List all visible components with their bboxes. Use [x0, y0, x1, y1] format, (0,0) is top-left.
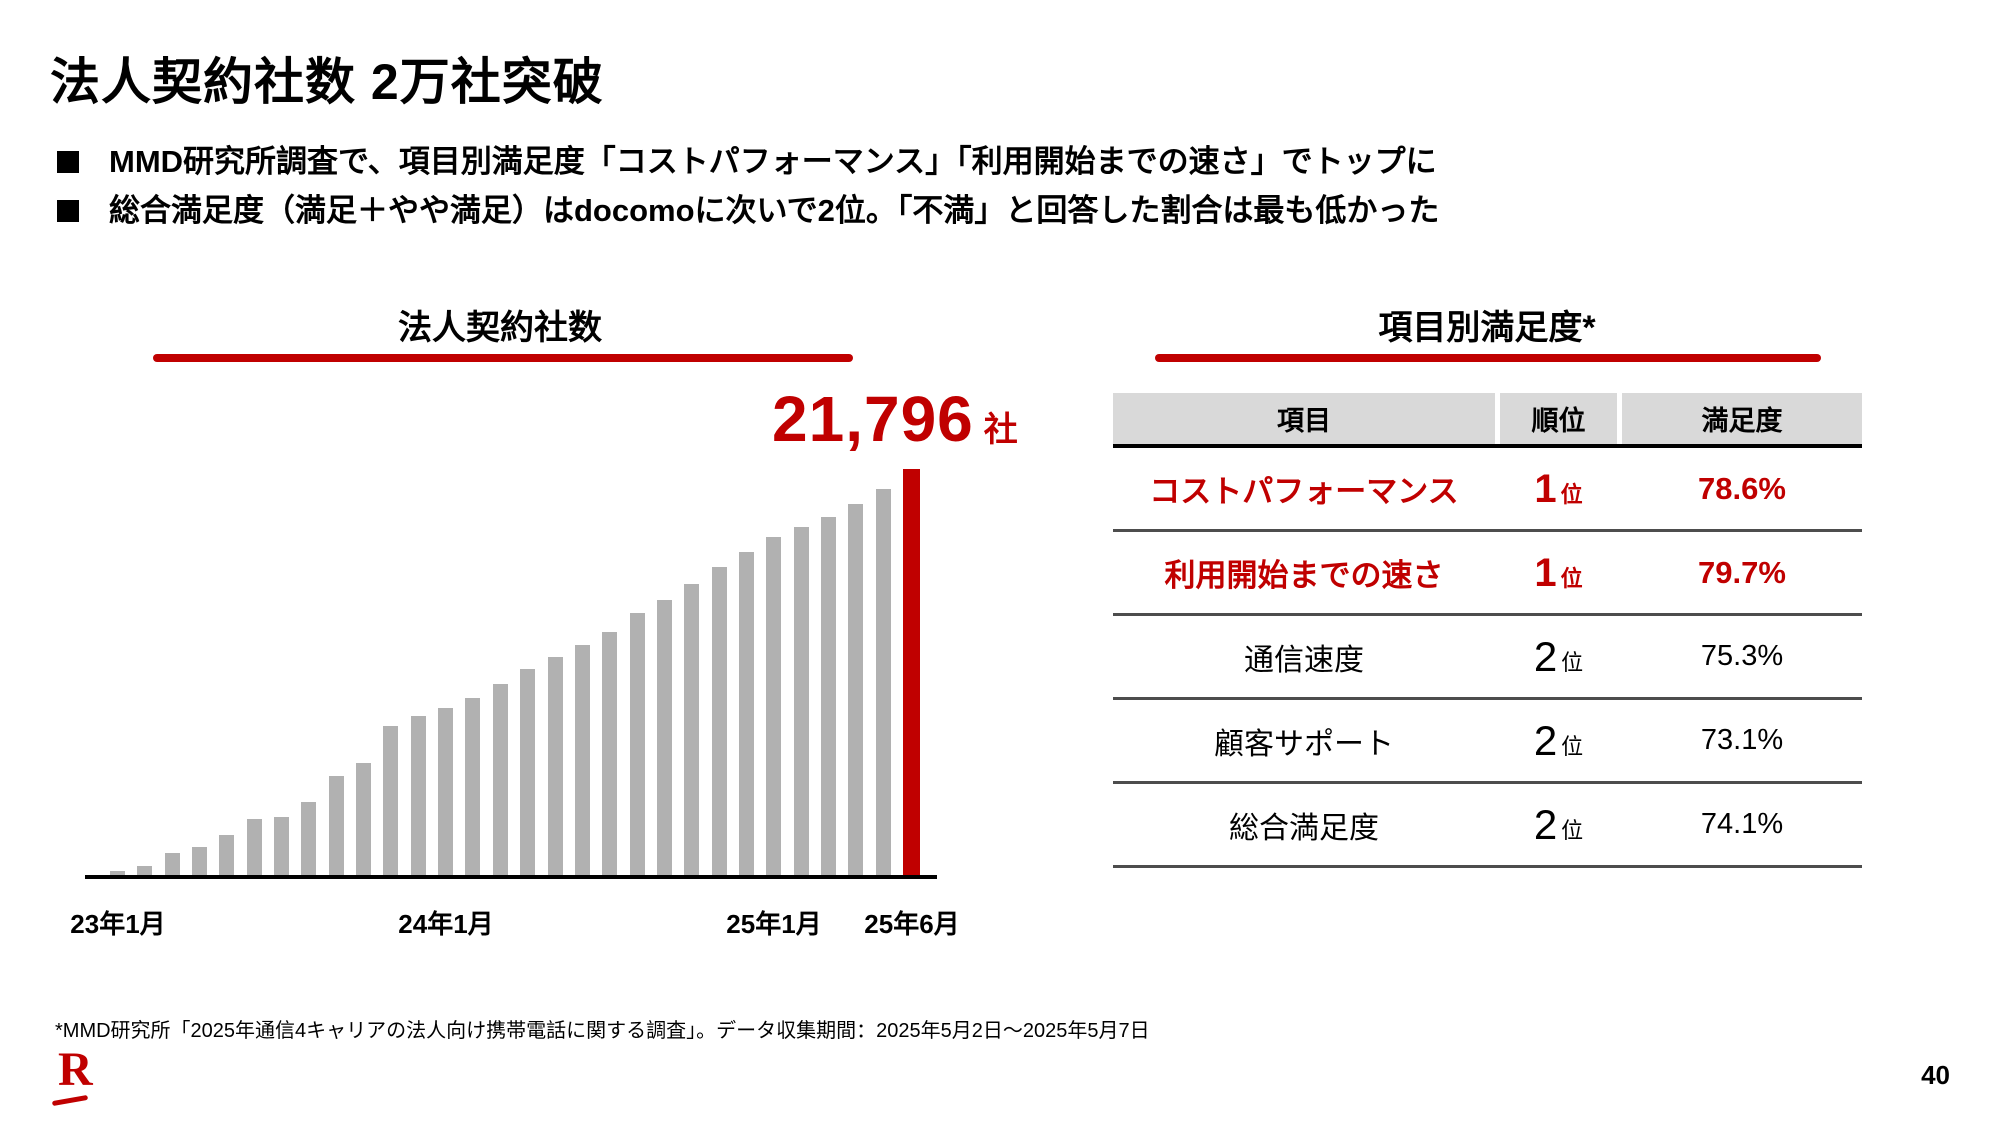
item-cell: 顧客サポート — [1214, 727, 1394, 761]
satisfaction-cell: 73.1% — [1700, 724, 1784, 756]
chart-bar — [438, 708, 453, 877]
item-cell: 通信速度 — [1244, 643, 1364, 677]
table-row: コストパフォーマンス 1 位 78.6% — [1113, 448, 1862, 529]
row-separator — [1113, 529, 1862, 532]
x-axis-line — [85, 875, 937, 879]
bullet-text: 総合満足度（満足＋やや満足）はdocomoに次いで2位。「不満」と回答した割合は… — [109, 193, 1440, 229]
rank-unit: 位 — [1561, 649, 1584, 675]
x-axis-tick-label: 24年1月 — [398, 909, 494, 939]
chart-bar — [247, 819, 262, 877]
chart-bar — [383, 726, 398, 877]
chart-bar — [548, 657, 563, 877]
chart-bar — [465, 698, 480, 877]
satisfaction-cell: 75.3% — [1700, 640, 1784, 672]
table-title: 項目別満足度* — [1378, 309, 1596, 347]
x-axis-tick-label: 25年1月 — [726, 909, 822, 939]
row-separator — [1113, 781, 1862, 784]
chart-bar — [848, 504, 863, 877]
chart-bar — [301, 802, 316, 877]
x-axis-tick-label: 23年1月 — [70, 909, 166, 939]
satisfaction-cell: 74.1% — [1700, 808, 1784, 840]
chart-bar — [712, 567, 727, 877]
table-row: 利用開始までの速さ 1 位 79.7% — [1113, 532, 1862, 613]
column-header-rank: 順位 — [1500, 393, 1617, 444]
row-separator — [1113, 613, 1862, 616]
table-title-underline — [1155, 354, 1821, 362]
chart-bar — [356, 763, 371, 877]
rakuten-swoosh-icon — [51, 1094, 89, 1107]
chart-bar — [684, 584, 699, 877]
bullet-text: MMD研究所調査で、項目別満足度「コストパフォーマンス」「利用開始までの速さ」で… — [109, 144, 1437, 179]
chart-bar — [411, 716, 426, 877]
table-header-row: 項目 順位 満足度 — [1113, 393, 1862, 444]
bullet-square-icon — [57, 200, 79, 223]
chart-bar — [602, 632, 617, 877]
bullet-item: MMD研究所調査で、項目別満足度「コストパフォーマンス」「利用開始までの速さ」で… — [57, 144, 1439, 179]
rank-unit: 位 — [1561, 817, 1584, 843]
chart-bar-highlight — [903, 469, 920, 877]
chart-bar — [630, 613, 645, 877]
bullet-square-icon — [57, 151, 79, 173]
highlight-number: 21,796 — [772, 383, 974, 455]
table-row: 通信速度 2 位 75.3% — [1113, 616, 1862, 697]
table-body: コストパフォーマンス 1 位 78.6% 利用開始までの速さ 1 位 79.7% 通信速度 2 位 7… — [1113, 448, 1862, 868]
chart-bar — [739, 552, 754, 877]
bullet-list: MMD研究所調査で、項目別満足度「コストパフォーマンス」「利用開始までの速さ」で… — [57, 144, 1440, 243]
rank-number: 1 — [1534, 550, 1557, 595]
page-number: 40 — [1921, 1060, 1950, 1090]
row-separator — [1113, 865, 1862, 868]
rakuten-r-icon: R — [58, 1043, 93, 1096]
highlight-unit: 社 — [983, 411, 1018, 449]
column-header-satisfaction: 満足度 — [1622, 393, 1862, 444]
rank-number: 2 — [1533, 716, 1558, 764]
chart-bar — [821, 517, 836, 877]
chart-bar — [274, 817, 289, 877]
chart-bar — [329, 776, 344, 877]
chart-bar — [794, 527, 809, 877]
rank-unit: 位 — [1560, 565, 1583, 591]
satisfaction-cell: 78.6% — [1698, 470, 1786, 506]
footnote: *MMD研究所「2025年通信4キャリアの法人向け携帯電話に関する調査」。データ… — [55, 1020, 1150, 1042]
chart-title: 法人契約社数 — [398, 309, 602, 347]
row-separator — [1113, 697, 1862, 700]
item-cell: 利用開始までの速さ — [1164, 558, 1444, 593]
chart-bar — [110, 871, 125, 877]
rank-number: 2 — [1533, 800, 1558, 848]
chart-bar — [520, 669, 535, 877]
satisfaction-table: 項目 順位 満足度 コストパフォーマンス 1 位 78.6% 利用開始までの速さ 1 位 79… — [1113, 393, 1862, 868]
bullet-item: 総合満足度（満足＋やや満足）はdocomoに次いで2位。「不満」と回答した割合は… — [57, 193, 1440, 229]
chart-bar — [219, 835, 234, 877]
chart-bar — [657, 600, 672, 877]
table-row: 総合満足度 2 位 74.1% — [1113, 784, 1862, 865]
chart-bar — [192, 847, 207, 877]
chart-title-underline — [153, 354, 853, 362]
page-title: 法人契約社数 2万社突破 — [50, 54, 604, 110]
rank-number: 1 — [1534, 466, 1557, 511]
table-header-underline — [1113, 444, 1862, 448]
rank-number: 2 — [1533, 632, 1558, 680]
rank-unit: 位 — [1561, 733, 1584, 759]
chart-bar — [165, 853, 180, 877]
item-cell: コストパフォーマンス — [1149, 474, 1459, 509]
chart-bar — [766, 537, 781, 877]
chart-bar — [575, 645, 590, 877]
rank-unit: 位 — [1560, 481, 1583, 507]
chart-bar — [876, 489, 891, 877]
table-row: 顧客サポート 2 位 73.1% — [1113, 700, 1862, 781]
chart-bar — [493, 684, 508, 877]
satisfaction-cell: 79.7% — [1698, 554, 1786, 590]
column-header-item: 項目 — [1113, 393, 1495, 444]
chart-highlight-value: 21,796 社 — [772, 382, 1018, 456]
rakuten-logo: R — [51, 1042, 104, 1107]
x-axis-tick-label: 25年6月 — [864, 909, 960, 939]
item-cell: 総合満足度 — [1229, 811, 1379, 845]
chart-bar — [137, 866, 152, 877]
